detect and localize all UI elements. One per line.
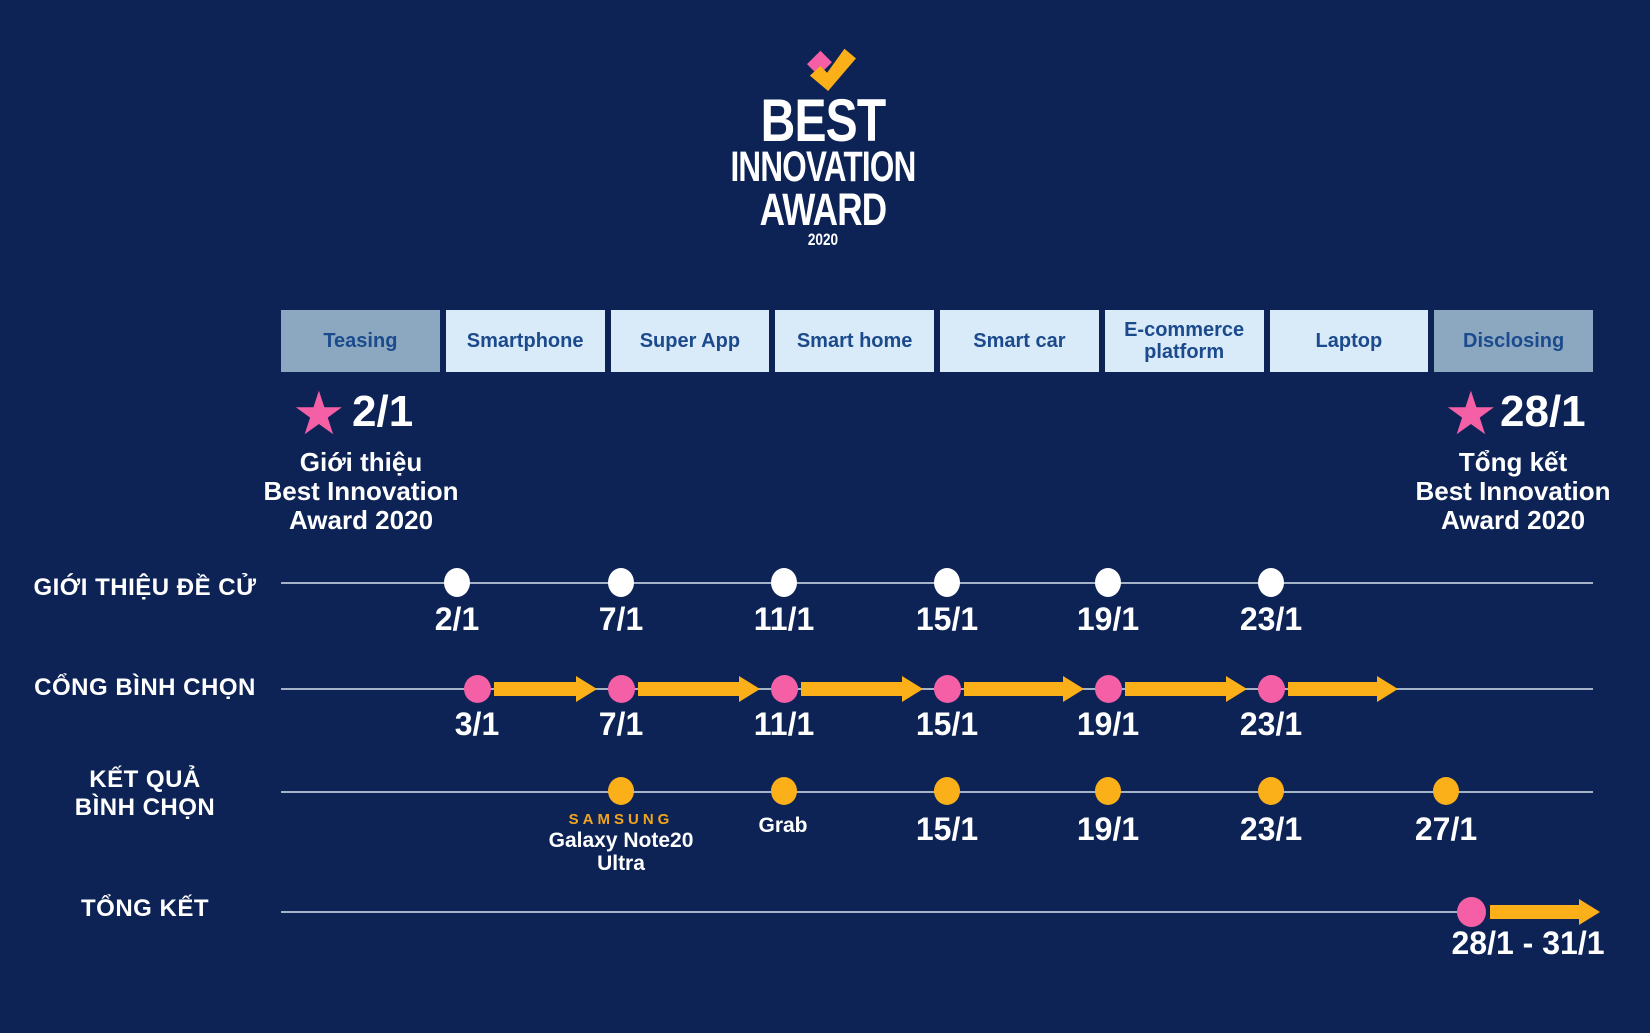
milestone-dot-yellow xyxy=(934,777,960,805)
milestone-dot-yellow xyxy=(608,777,634,805)
milestone-dot-white xyxy=(1258,568,1284,597)
results-date: 15/1 xyxy=(915,811,979,847)
arrow-right-icon xyxy=(1288,676,1398,702)
check-icon xyxy=(807,48,856,92)
voting-date: 11/1 xyxy=(753,706,815,742)
logo-title-line2: INNOVATION xyxy=(730,143,916,191)
arrow-right-icon xyxy=(1490,899,1600,925)
logo-year: 2020 xyxy=(807,230,839,249)
nominees-date: 7/1 xyxy=(598,601,644,637)
milestone-dot-white xyxy=(771,568,797,597)
winner-samsung-name-line2: Ultra xyxy=(597,852,645,875)
start-milestone-line1: Giới thiệu xyxy=(299,447,423,477)
row-label-nominees: GIỚI THIỆU ĐỀ CỬ xyxy=(33,574,257,601)
milestone-dot-yellow xyxy=(1095,777,1121,805)
milestone-dot-white xyxy=(608,568,634,597)
end-milestone-date: 28/1 xyxy=(1500,387,1586,436)
results-date: 23/1 xyxy=(1239,811,1303,847)
row-label-voting: CỔNG BÌNH CHỌN xyxy=(34,674,256,701)
nominees-date: 23/1 xyxy=(1239,601,1303,637)
nominees-date: 19/1 xyxy=(1076,601,1140,637)
tab-smart-home: Smart home xyxy=(775,310,934,372)
arrow-right-icon xyxy=(801,676,923,702)
voting-date: 3/1 xyxy=(454,706,500,742)
arrow-right-icon xyxy=(964,676,1084,702)
logo-title-line3: AWARD xyxy=(759,184,888,235)
milestone-dot-pink xyxy=(771,675,798,703)
tab-teasing: Teasing xyxy=(281,310,440,372)
milestone-dot-white xyxy=(1095,568,1121,597)
voting-date: 19/1 xyxy=(1076,706,1140,742)
tab-smart-car: Smart car xyxy=(940,310,1099,372)
results-date: 27/1 xyxy=(1414,811,1478,847)
arrow-right-icon xyxy=(638,676,760,702)
row-label-results-line1: KẾT QUẢ xyxy=(89,766,201,793)
logo-title-line1: BEST xyxy=(760,87,887,154)
end-milestone-line1: Tổng kết xyxy=(1458,447,1568,477)
arrow-right-icon xyxy=(1125,676,1247,702)
voting-date: 7/1 xyxy=(598,706,644,742)
voting-date: 23/1 xyxy=(1239,706,1303,742)
voting-date: 15/1 xyxy=(915,706,979,742)
nominees-date: 15/1 xyxy=(915,601,979,637)
nominees-date: 11/1 xyxy=(753,601,815,637)
start-milestone-text: Giới thiệu Best Innovation Award 2020 xyxy=(241,448,481,535)
start-milestone-date: 2/1 xyxy=(352,387,414,436)
milestone-dot-pink xyxy=(1258,675,1285,703)
timeline-track xyxy=(281,911,1472,913)
tab-e-commerce-platform: E-commerce platform xyxy=(1104,310,1264,372)
milestone-dot-pink xyxy=(608,675,635,703)
tab-super-app: Super App xyxy=(610,310,770,372)
winner-samsung: SAMSUNG Galaxy Note20 Ultra xyxy=(511,810,731,875)
milestone-dot-yellow xyxy=(1433,777,1459,805)
row-label-results-line2: BÌNH CHỌN xyxy=(74,794,216,821)
tab-laptop: Laptop xyxy=(1269,310,1429,372)
end-milestone-text: Tổng kết Best Innovation Award 2020 xyxy=(1393,448,1633,535)
start-milestone-line3: Award 2020 xyxy=(288,505,434,535)
end-milestone-line2: Best Innovation xyxy=(1415,476,1611,506)
milestone-dot-pink xyxy=(1457,897,1486,927)
tab-disclosing: Disclosing xyxy=(1434,310,1593,372)
milestone-dot-pink xyxy=(1095,675,1122,703)
results-date: 19/1 xyxy=(1076,811,1140,847)
star-icon: ★ xyxy=(1444,380,1498,447)
milestone-dot-pink xyxy=(934,675,961,703)
arrow-right-icon xyxy=(494,676,597,702)
logo: BEST INNOVATION AWARD 2020 xyxy=(623,44,1023,248)
nominees-date: 2/1 xyxy=(434,601,480,637)
start-milestone-line2: Best Innovation xyxy=(263,476,459,506)
milestone-dot-white xyxy=(934,568,960,597)
row-label-final: TỔNG KẾT xyxy=(81,895,209,922)
category-tabs: Teasing Smartphone Super App Smart home … xyxy=(281,310,1593,372)
milestone-dot-yellow xyxy=(771,777,797,805)
winner-grab-name: Grab xyxy=(758,814,808,837)
milestone-dot-white xyxy=(444,568,470,597)
winner-samsung-brand: SAMSUNG xyxy=(568,811,674,828)
milestone-dot-yellow xyxy=(1258,777,1284,805)
star-icon: ★ xyxy=(292,380,346,447)
row-label-results: KẾT QUẢ BÌNH CHỌN xyxy=(20,766,270,822)
final-date-range: 28/1 - 31/1 xyxy=(1451,925,1605,961)
tab-smartphone: Smartphone xyxy=(445,310,605,372)
end-milestone-line3: Award 2020 xyxy=(1440,505,1586,535)
milestone-dot-pink xyxy=(464,675,491,703)
winner-grab: Grab xyxy=(723,814,843,837)
winner-samsung-name-line1: Galaxy Note20 xyxy=(548,829,694,852)
